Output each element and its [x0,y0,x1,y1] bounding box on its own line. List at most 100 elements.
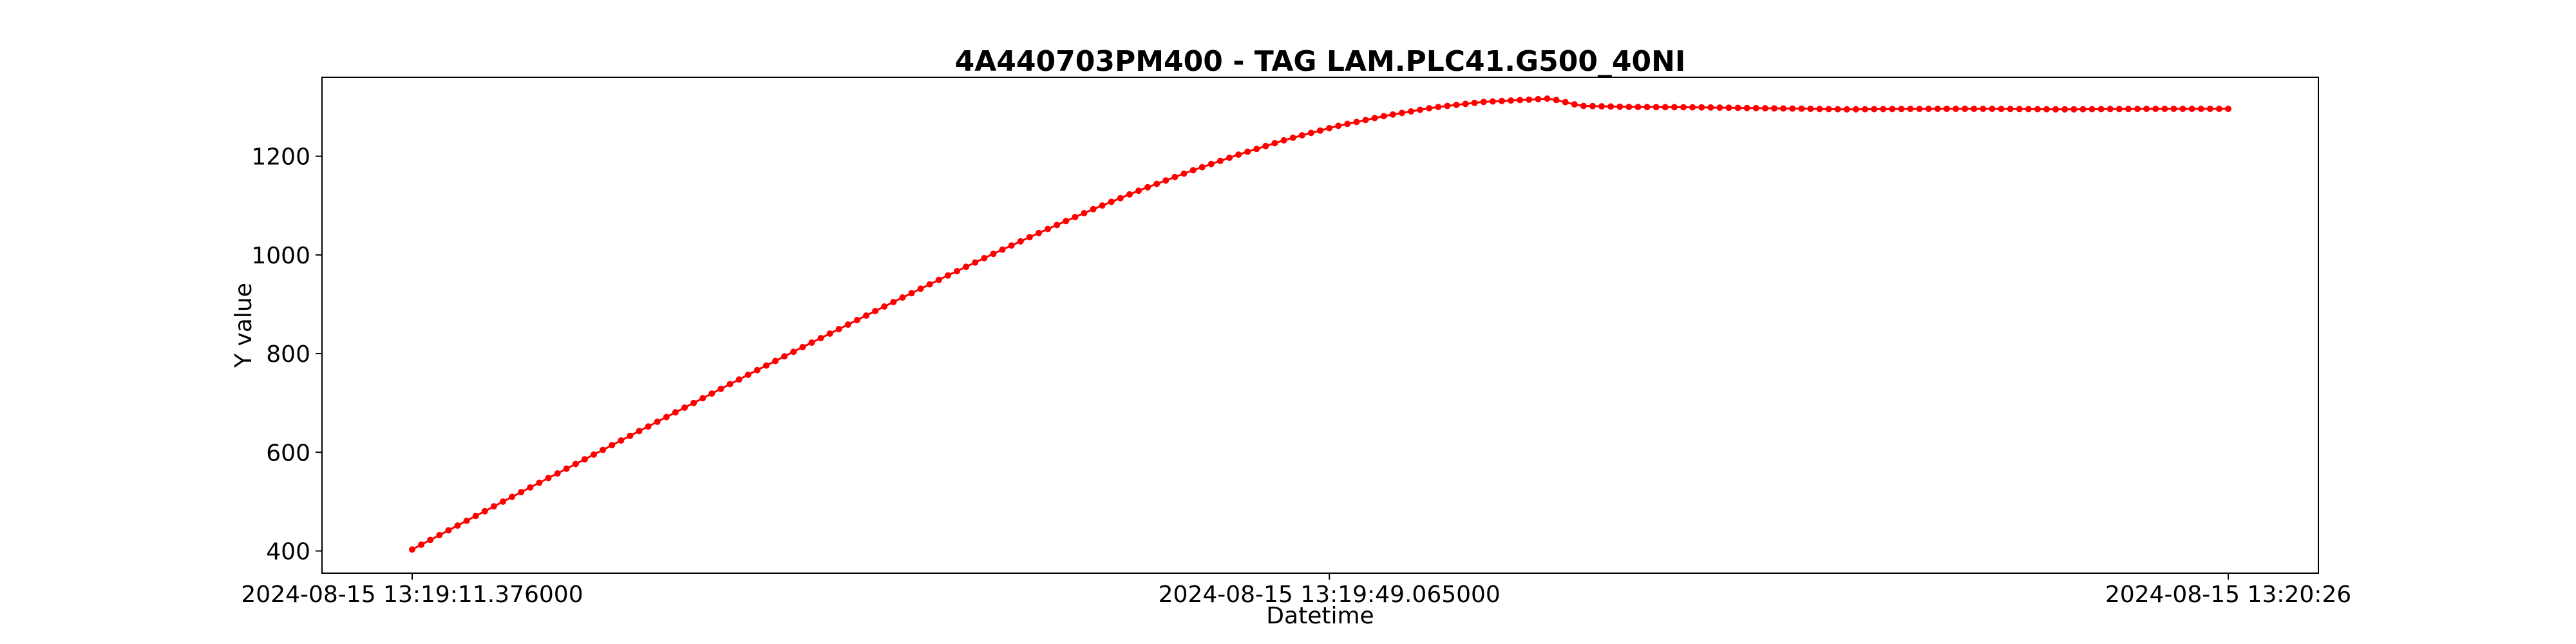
data-point [753,366,761,374]
data-point [1099,202,1106,209]
data-point [1761,105,1768,112]
data-point [1671,104,1678,111]
data-point [1208,160,1215,167]
data-point [1171,173,1179,180]
data-point [645,423,652,430]
data-point [1317,127,1323,134]
data-point [654,418,661,425]
data-point [1180,170,1188,177]
data-point [1925,106,1932,112]
data-point [1725,104,1732,111]
y-axis-ticks: 400 600 800 1000 1200 [251,144,322,565]
data-point [908,290,915,297]
data-point [481,507,488,515]
data-point [799,344,806,350]
data-point [2206,106,2213,112]
data-point [972,259,979,266]
data-point [572,460,579,468]
data-point [944,272,951,279]
data-point [708,390,715,397]
data-point [1435,104,1442,111]
data-point [2007,106,2014,113]
data-point [2225,106,2231,112]
data-point [1408,108,1414,115]
data-point [1816,106,1823,113]
data-point [2034,106,2041,113]
data-point [1090,205,1097,213]
data-point [1398,109,1405,117]
data-point [2079,106,2087,113]
data-point [1689,104,1696,111]
data-point [899,294,906,301]
data-point [1253,146,1260,153]
data-point [2170,106,2177,112]
data-point [1943,106,1950,112]
y-tick-label: 800 [266,341,310,368]
data-point [463,517,470,524]
data-point [1035,229,1042,236]
data-point [554,470,561,477]
data-point [790,348,797,355]
data-point [1662,104,1669,111]
data-point [1235,151,1242,158]
data-point [826,330,833,337]
data-point [436,531,443,538]
y-axis-title: Y value [231,283,257,368]
data-point [1508,97,1515,104]
data-point [1017,238,1024,245]
data-point [1798,105,1805,112]
data-point [853,317,860,323]
x-tick-label: 2024-08-15 13:19:11.376000 [241,582,583,608]
data-point [1417,106,1424,113]
data-point [835,326,842,332]
data-point [1625,104,1633,110]
data-point [1289,134,1296,141]
data-point [1371,115,1378,122]
data-point [1262,142,1269,149]
data-point [1335,122,1342,129]
data-point [672,409,679,416]
data-point [699,395,706,402]
y-tick-label: 1000 [251,243,310,269]
data-point [1707,104,1714,111]
data-point [1934,106,1941,112]
data-point [1226,155,1233,161]
data-point [1889,106,1896,113]
data-point [2161,106,2168,112]
data-point [890,299,897,305]
data-point [1362,117,1369,124]
data-point [2107,106,2114,113]
data-point [1008,242,1015,249]
data-point [1453,101,1460,108]
data-point [2043,106,2050,113]
data-point [881,303,888,310]
data-point [1871,106,1878,113]
data-point [536,479,543,486]
data-point [2197,106,2204,112]
data-point [1716,104,1723,111]
data-point [954,268,960,274]
data-point [872,308,879,314]
x-tick-label: 2024-08-15 13:19:49.065000 [1159,582,1501,608]
data-point [2125,106,2132,113]
data-point [863,312,869,319]
data-point [1108,198,1115,205]
y-tick-label: 400 [266,539,310,565]
data-point [2052,106,2060,113]
data-point [409,546,415,553]
data-point [1607,103,1615,110]
data-point [1698,104,1705,111]
plot-frame [321,77,2319,574]
data-point [1189,167,1197,174]
data-point [1544,95,1551,102]
data-point [1198,164,1206,171]
data-point [935,276,942,283]
data-point [518,489,525,496]
data-point [1389,111,1396,118]
data-point [609,442,616,449]
data-point [472,513,479,520]
data-point [1135,187,1142,194]
chart-title: 4A440703PM400 - TAG LAM.PLC41.G500_40NI [955,45,1686,78]
data-point [1734,104,1741,111]
data-point [1045,225,1051,232]
